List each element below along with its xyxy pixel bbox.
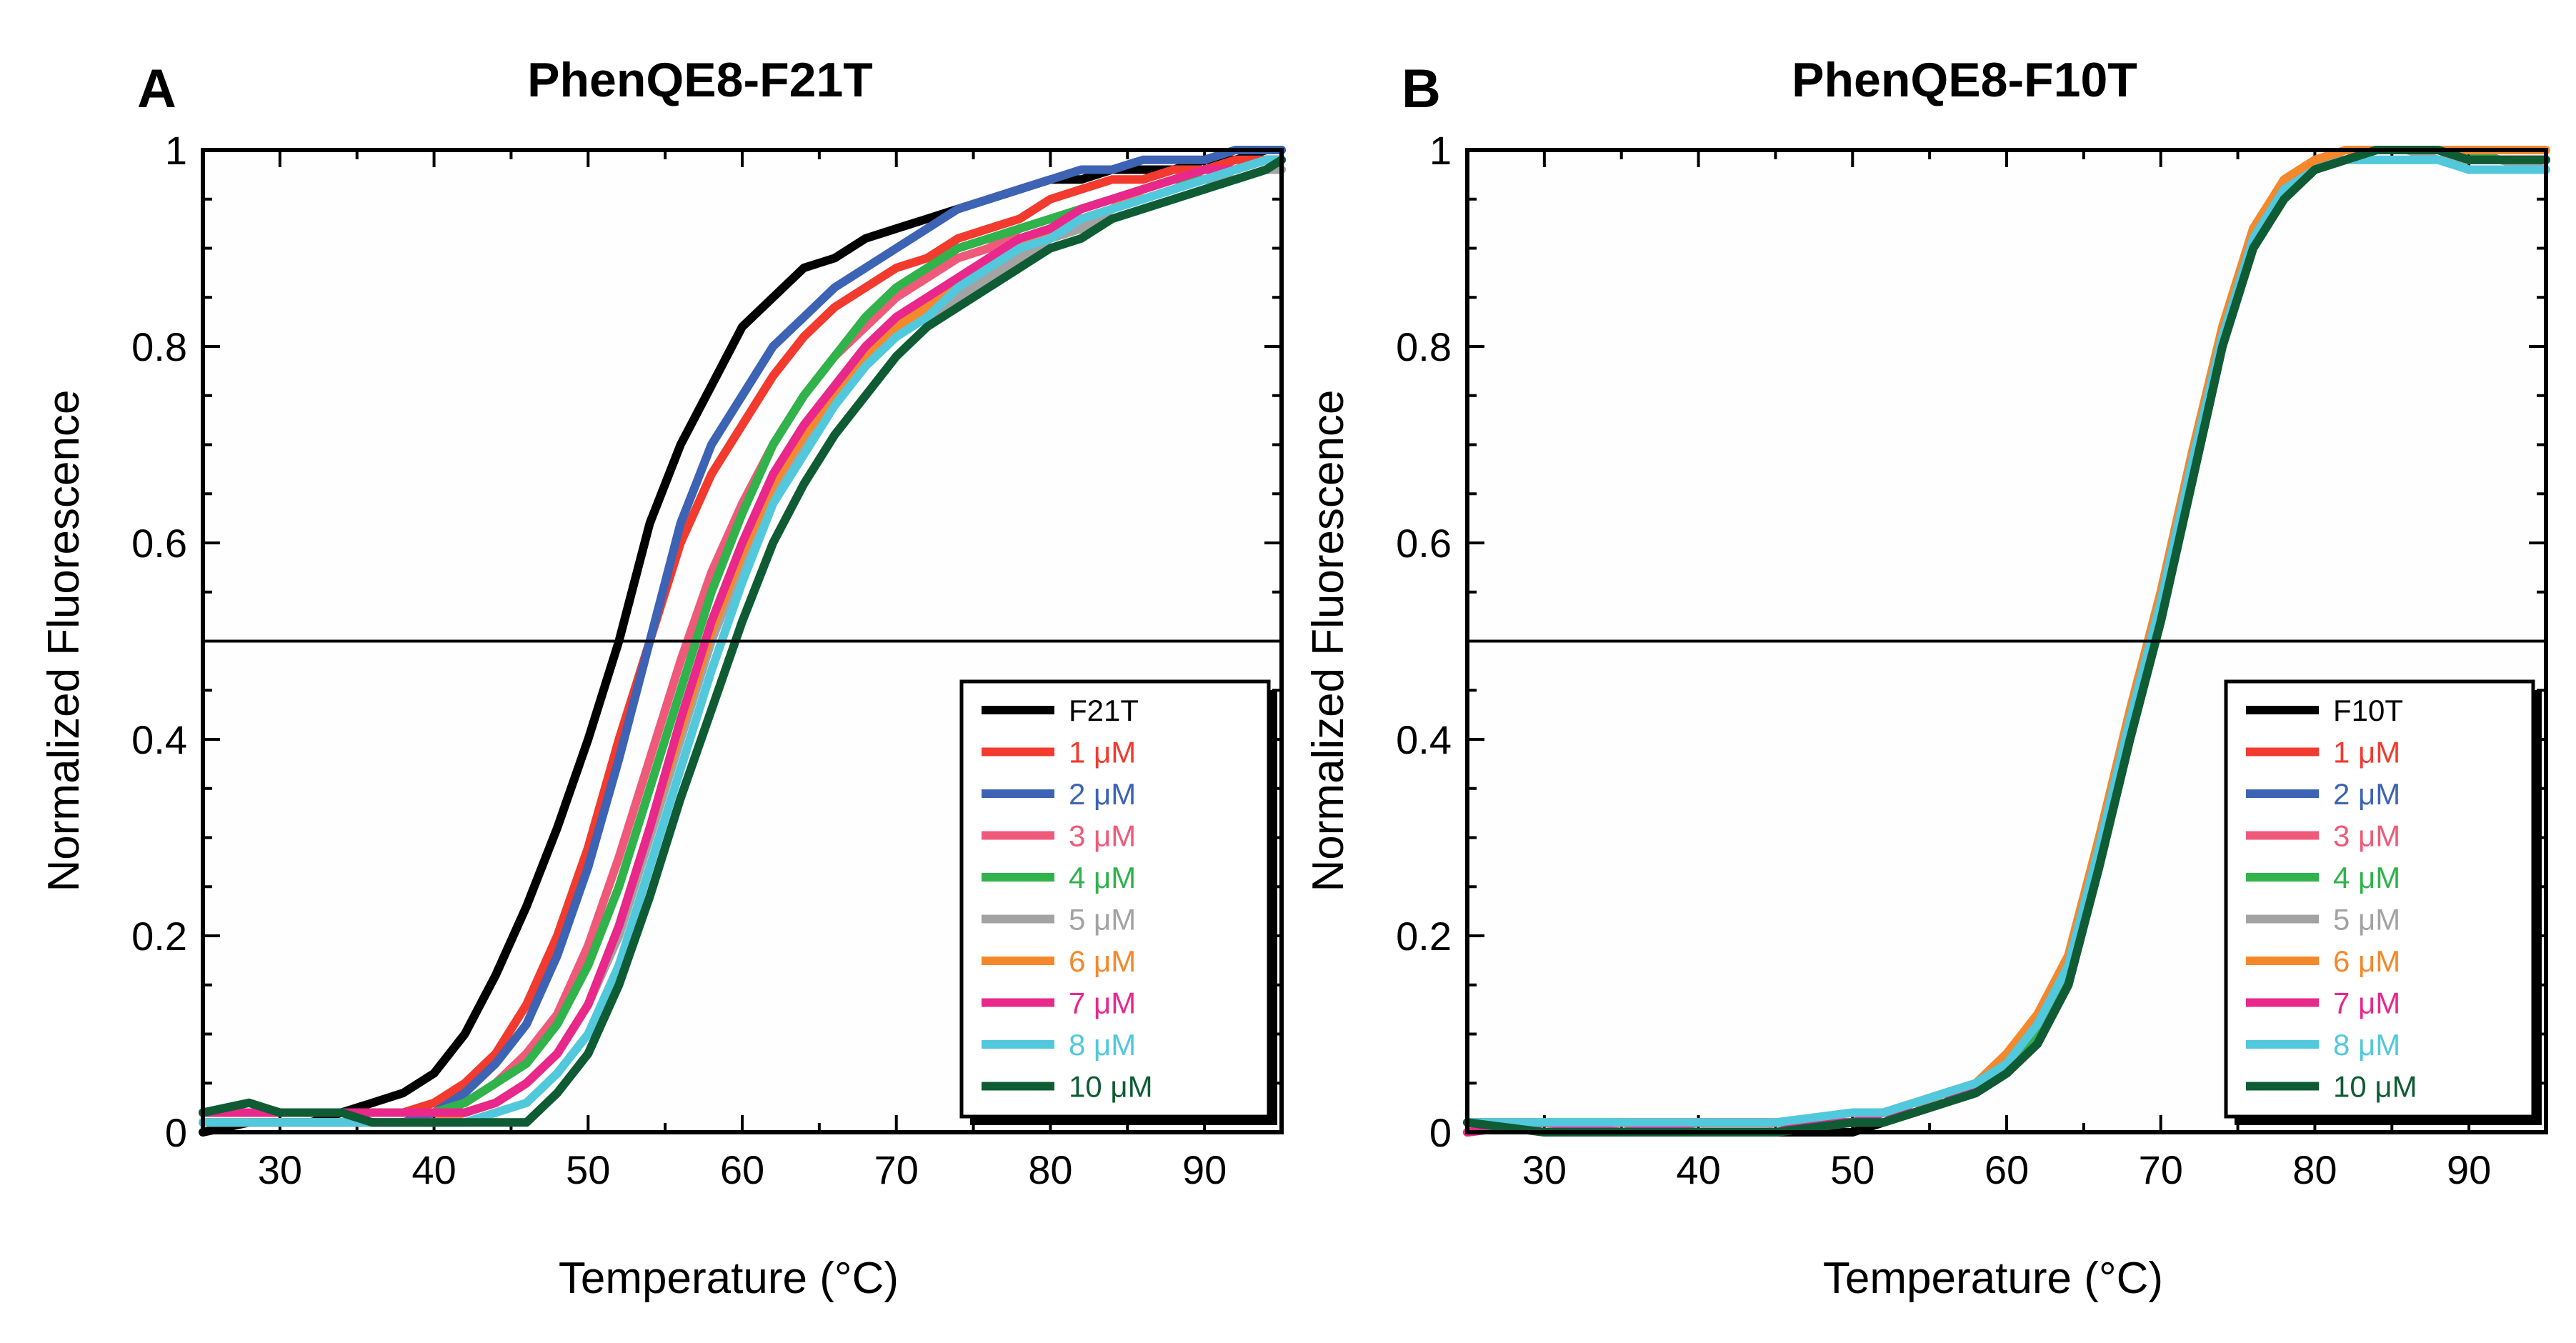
legend-label: 6 μM (2333, 944, 2400, 978)
y-tick-label: 0.8 (1396, 324, 1452, 369)
x-tick-label: 50 (566, 1147, 610, 1192)
panel-a-legend: F21T 1 μM 2 μM 3 μM 4 μM 5 μM 6 μM 7 μM 8 μM 10 μ… (959, 679, 1277, 1125)
y-tick-label: 0.6 (1396, 521, 1452, 566)
x-tick-label: 30 (258, 1147, 302, 1192)
legend-label: 7 μM (2333, 987, 2400, 1020)
legend-label: 5 μM (1069, 903, 1136, 937)
legend-label: 7 μM (1069, 987, 1136, 1020)
panel-a-series-group (199, 146, 1286, 1137)
series-line-8 (199, 155, 1286, 1117)
legend-label: 8 μM (2333, 1028, 2400, 1062)
legend-label: F21T (1069, 694, 1139, 727)
legend-label: 2 μM (1069, 777, 1136, 811)
x-tick-label: 80 (1028, 1147, 1072, 1192)
x-tick-label: 30 (1522, 1147, 1567, 1192)
x-tick-label: 90 (2447, 1147, 2491, 1192)
legend-label: 4 μM (1069, 861, 1136, 894)
x-tick-label: 70 (2139, 1147, 2183, 1192)
series-line-10 (199, 155, 1286, 1127)
panel-a-axes-frame (201, 148, 1284, 1134)
x-tick-label: 40 (411, 1147, 456, 1192)
panel-b-letter: B (1402, 59, 1441, 119)
x-tick-label: 90 (1182, 1147, 1227, 1192)
x-tick-label: 80 (2292, 1147, 2337, 1192)
y-tick-label: 0.4 (131, 717, 187, 762)
x-tick-label: 70 (874, 1147, 919, 1192)
legend-label: 3 μM (2333, 819, 2400, 853)
panel-b-title: PhenQE8-F10T (1792, 53, 2137, 107)
panel-a-x-axis-label: Temperature (°C) (559, 1254, 899, 1303)
panel-a: A PhenQE8-F21T 30 40 50 60 70 80 90 0 0.2 0.4 0.6 0… (39, 53, 1286, 1303)
panel-b-y-axis-label: Normalized Fluorescence (1304, 390, 1353, 892)
panel-a-y-axis-label: Normalized Fluorescence (39, 390, 89, 892)
y-tick-label: 1 (1429, 128, 1452, 173)
legend-label: 4 μM (2333, 861, 2400, 894)
x-tick-label: 50 (1830, 1147, 1874, 1192)
y-tick-label: 0 (165, 1110, 187, 1155)
legend-label: 1 μM (2333, 736, 2400, 769)
panel-b: B PhenQE8-F10T 30 40 50 60 70 80 90 0 0.2 0.4 0.6 0… (1304, 53, 2550, 1303)
legend-label: 10 μM (2333, 1070, 2417, 1104)
x-tick-label: 60 (1985, 1147, 2029, 1192)
legend-label: 6 μM (1069, 944, 1136, 978)
legend-label: 1 μM (1069, 736, 1136, 769)
y-tick-label: 1 (165, 128, 187, 173)
x-tick-label: 60 (720, 1147, 764, 1192)
y-tick-label: 0 (1429, 1110, 1452, 1155)
panel-b-x-axis-label: Temperature (°C) (1823, 1254, 2163, 1303)
panel-a-title: PhenQE8-F21T (527, 53, 873, 107)
legend-label: 3 μM (1069, 819, 1136, 853)
x-tick-label: 40 (1676, 1147, 1720, 1192)
y-tick-label: 0.2 (131, 914, 187, 959)
y-tick-label: 0.8 (131, 324, 187, 369)
legend-label: 5 μM (2333, 903, 2400, 937)
legend-label: F10T (2333, 694, 2403, 727)
panel-b-legend: F10T 1 μM 2 μM 3 μM 4 μM 5 μM 6 μM 7 μM 8 μM 10 μ… (2224, 679, 2542, 1125)
y-tick-label: 0.2 (1396, 914, 1452, 959)
y-tick-label: 0.4 (1396, 717, 1452, 762)
legend-label: 2 μM (2333, 777, 2400, 811)
y-tick-label: 0.6 (131, 521, 187, 566)
series-line-9 (1463, 155, 2550, 1127)
panel-b-axes-frame (1465, 148, 2548, 1134)
panel-a-letter: A (137, 59, 176, 119)
legend-label: 8 μM (1069, 1028, 1136, 1062)
legend-label: 10 μM (1069, 1070, 1153, 1104)
